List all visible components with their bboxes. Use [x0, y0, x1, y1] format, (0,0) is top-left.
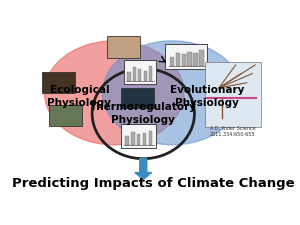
FancyArrow shape: [135, 159, 152, 180]
Text: Predicting Impacts of Climate Change: Predicting Impacts of Climate Change: [12, 177, 295, 190]
Bar: [127, 72, 130, 81]
FancyBboxPatch shape: [107, 36, 140, 58]
FancyBboxPatch shape: [121, 88, 154, 108]
Bar: [133, 67, 136, 81]
FancyBboxPatch shape: [124, 60, 156, 84]
FancyBboxPatch shape: [121, 124, 156, 148]
FancyBboxPatch shape: [165, 44, 207, 69]
Bar: [182, 54, 186, 66]
Bar: [194, 54, 198, 66]
Bar: [188, 52, 192, 66]
Bar: [125, 136, 129, 145]
Circle shape: [44, 41, 184, 145]
Text: Ecological
Physiology: Ecological Physiology: [47, 85, 111, 108]
Bar: [176, 53, 180, 66]
Bar: [200, 50, 204, 66]
FancyBboxPatch shape: [49, 105, 82, 126]
Text: A.D. Yoder Science
2011,334:650-655: A.D. Yoder Science 2011,334:650-655: [210, 126, 256, 137]
Text: Thermoregulatory
Physiology: Thermoregulatory Physiology: [90, 102, 197, 125]
FancyBboxPatch shape: [205, 62, 261, 128]
FancyBboxPatch shape: [42, 72, 75, 93]
Bar: [143, 133, 146, 145]
Bar: [137, 134, 140, 145]
Bar: [169, 57, 174, 66]
Bar: [138, 69, 141, 81]
Bar: [131, 132, 135, 145]
Bar: [144, 71, 147, 81]
Text: Evolutionary
Physiology: Evolutionary Physiology: [170, 85, 244, 108]
Circle shape: [103, 41, 242, 145]
Bar: [149, 65, 152, 81]
Bar: [148, 130, 152, 145]
